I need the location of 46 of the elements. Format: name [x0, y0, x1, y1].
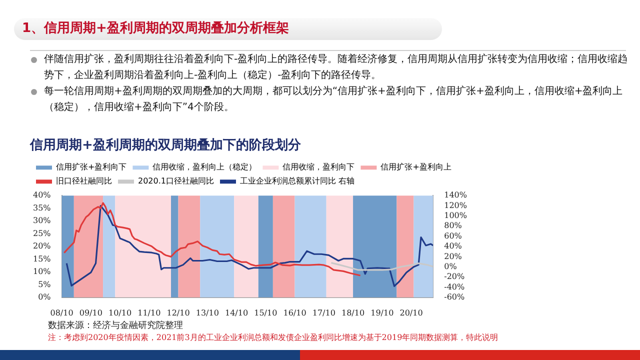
y2-tick-label: 40%	[444, 242, 462, 251]
y2-tick-label: 120%	[444, 200, 468, 210]
x-tick-label: 18/10	[342, 308, 365, 318]
x-tick-label: 12/10	[166, 308, 190, 318]
legend-label: 旧口径社融同比	[56, 176, 112, 186]
text: 每一轮信用周期+盈利周期的双周期叠加的大周期，都可以划分为“信用扩张+盈利向下，信用扩张+盈利向上，信用收缩+盈利向上（稳定），信用收缩+盈利向下”4个阶段。	[44, 84, 624, 114]
x-tick-label: 19/10	[370, 308, 394, 318]
y-tick-label: 40%	[33, 190, 52, 200]
y-tick-label: 35%	[33, 203, 52, 212]
y-tick-label: 5%	[38, 280, 52, 289]
y2-tick-label: -60%	[444, 292, 466, 302]
legend-label: 信用收缩，盈利向下	[282, 162, 355, 172]
y-tick-label: 15%	[33, 254, 52, 264]
y2-tick-label: 80%	[444, 221, 462, 230]
y2-tick-label: 100%	[444, 211, 468, 220]
chart-title: 信用周期+盈利周期的双周期叠加下的阶段划分	[29, 137, 302, 154]
y-tick-label: 20%	[33, 242, 52, 251]
y-tick-label: 30%	[33, 216, 52, 226]
y-tick-label: 10%	[33, 267, 52, 276]
y-tick-label: 0%	[38, 292, 52, 302]
legend-label: 工业企业利润总额累计同比 右轴	[240, 176, 355, 186]
x-tick-label: 09/10	[79, 308, 102, 318]
y2-tick-label: 140%	[444, 190, 468, 200]
x-tick-label: 13/10	[196, 308, 219, 318]
y2-tick-label: 0%	[444, 262, 458, 271]
legend-label: 2020.1口径社融同比	[138, 176, 214, 186]
x-tick-label: 14/10	[225, 308, 248, 318]
y-tick-label: 25%	[33, 228, 52, 238]
y2-tick-label: 20%	[444, 252, 462, 261]
text: 1、信用周期+盈利周期的双周期叠加分析框架	[14, 18, 442, 40]
x-tick-label: 20/10	[400, 308, 423, 318]
x-tick-label: 10/10	[108, 308, 132, 318]
y2-tick-label: 60%	[444, 231, 462, 240]
x-tick-label: 11/10	[138, 308, 161, 318]
x-tick-label: 08/10	[50, 308, 74, 318]
y2-tick-label: -20%	[444, 272, 466, 282]
legend-label: 信用收缩，盈利向上（稳定）	[152, 162, 257, 172]
y2-tick-label: -40%	[444, 282, 466, 292]
legend-label: 信用扩张+盈利向上	[380, 162, 452, 172]
x-tick-label: 15/10	[254, 308, 278, 318]
legend-label: 信用扩张+盈利向下	[56, 162, 127, 172]
x-tick-label: 17/10	[312, 308, 336, 318]
x-tick-label: 16/10	[283, 308, 306, 318]
text: 注：考虑到2020年疫情因素，2021前3月的工业企业利润总额和发债企业盈利同比增速为基于2019年同期数据测算，特此说明	[48, 332, 498, 343]
text: 伴随信用扩张，盈利周期往往沿着盈利向下-盈利向上的路径传导。随着经济修复，信用周期从信用扩张转变为信用收缩；信用收缩趋势下，企业盈利周期沿着盈利向上-盈利向上（稳定）-盈利向下的路径传导。	[44, 52, 629, 82]
source-note: 数据来源：经济与金融研究院整理	[48, 320, 183, 332]
